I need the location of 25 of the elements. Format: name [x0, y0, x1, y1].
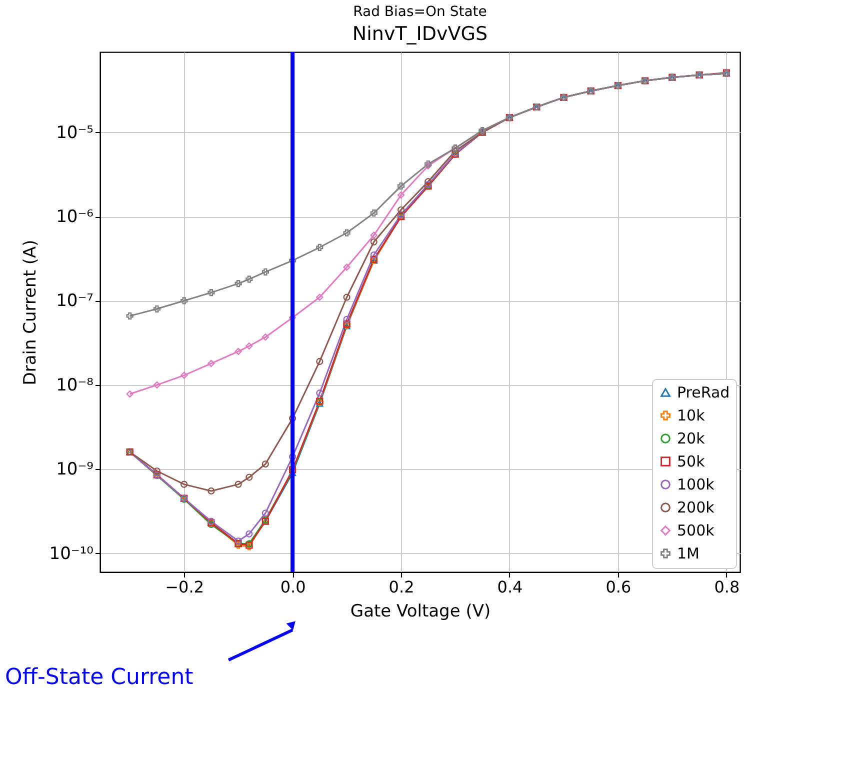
x-tick-label: 0.0 — [280, 578, 306, 596]
legend-label: 10k — [677, 406, 706, 424]
legend-label: 1M — [677, 544, 700, 562]
y-tick-label: 10⁻⁷ — [56, 291, 94, 312]
x-tick-label: 0.6 — [606, 578, 632, 596]
x-tick-label: 0.2 — [388, 578, 414, 596]
chart-title: NinvT_IDvVGS — [352, 23, 488, 45]
text: Off-State Current — [5, 665, 194, 690]
legend-label: 20k — [677, 430, 706, 448]
y-tick-label: 10⁻⁵ — [56, 122, 94, 143]
chart-subtitle: Rad Bias=On State — [353, 4, 487, 20]
y-tick-label: 10⁻⁹ — [56, 460, 94, 480]
legend-label: 200k — [677, 498, 715, 516]
y-tick-label: 10⁻⁸ — [56, 375, 94, 396]
legend-label: PreRad — [677, 384, 730, 402]
x-tick-label: −0.2 — [165, 578, 204, 596]
y-tick-label: 10⁻⁶ — [56, 207, 94, 228]
x-axis-title: Gate Voltage (V) — [350, 602, 491, 622]
legend-label: 500k — [677, 522, 715, 540]
y-axis-title: Drain Current (A) — [20, 240, 40, 386]
x-tick-label: 0.4 — [497, 578, 523, 596]
x-tick-label: 0.8 — [714, 578, 740, 596]
y-tick-label: 10⁻¹⁰ — [49, 544, 94, 564]
legend-label: 100k — [677, 476, 715, 494]
legend-label: 50k — [677, 452, 706, 470]
